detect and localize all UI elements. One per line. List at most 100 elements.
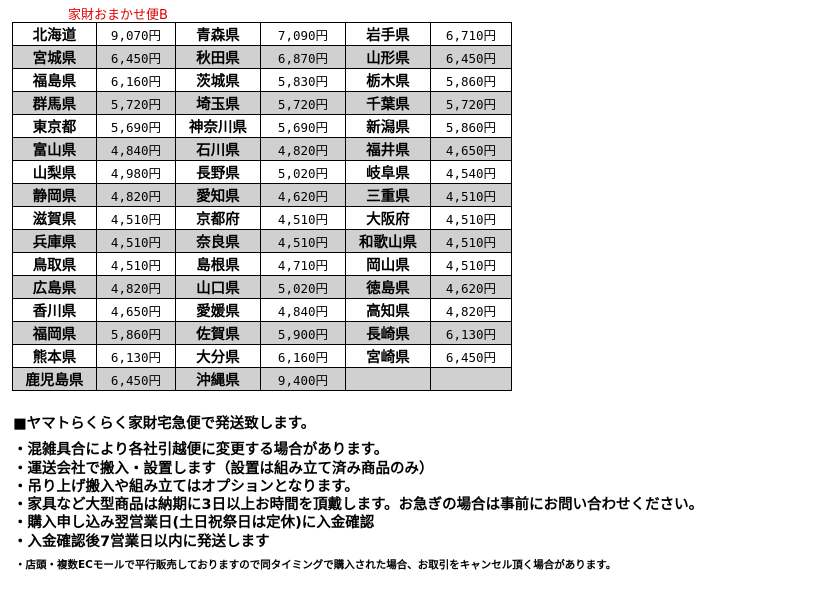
price-cell: 6,450円 bbox=[430, 45, 512, 69]
prefecture-cell: 栃木県 bbox=[345, 68, 431, 92]
note-item: ・家具など大型商品は納期に3日以上お時間を頂戴します。お急ぎの場合は事前にお問い… bbox=[13, 497, 704, 514]
shipping-plan-title: 家財おまかせ便B bbox=[68, 8, 168, 23]
price-cell: 4,540円 bbox=[430, 160, 512, 184]
prefecture-cell: 新潟県 bbox=[345, 114, 431, 138]
table-row: 静岡県 4,820円 愛知県 4,620円 三重県 4,510円 bbox=[12, 183, 512, 207]
price-cell: 4,840円 bbox=[96, 137, 176, 161]
price-cell: 4,710円 bbox=[260, 252, 346, 276]
table-row: 滋賀県 4,510円 京都府 4,510円 大阪府 4,510円 bbox=[12, 206, 512, 230]
table-row: 鳥取県 4,510円 島根県 4,710円 岡山県 4,510円 bbox=[12, 252, 512, 276]
table-row: 北海道 9,070円 青森県 7,090円 岩手県 6,710円 bbox=[12, 22, 512, 46]
price-cell: 4,820円 bbox=[430, 298, 512, 322]
prefecture-cell: 愛媛県 bbox=[175, 298, 261, 322]
prefecture-cell: 神奈川県 bbox=[175, 114, 261, 138]
table-row: 富山県 4,840円 石川県 4,820円 福井県 4,650円 bbox=[12, 137, 512, 161]
price-cell: 9,070円 bbox=[96, 22, 176, 46]
prefecture-cell: 鹿児島県 bbox=[12, 367, 97, 391]
price-cell: 6,450円 bbox=[96, 367, 176, 391]
prefecture-cell: 和歌山県 bbox=[345, 229, 431, 253]
prefecture-cell: 秋田県 bbox=[175, 45, 261, 69]
table-row: 福岡県 5,860円 佐賀県 5,900円 長崎県 6,130円 bbox=[12, 321, 512, 345]
table-row: 宮城県 6,450円 秋田県 6,870円 山形県 6,450円 bbox=[12, 45, 512, 69]
table-row: 福島県 6,160円 茨城県 5,830円 栃木県 5,860円 bbox=[12, 68, 512, 92]
price-cell: 4,510円 bbox=[96, 206, 176, 230]
prefecture-cell: 宮城県 bbox=[12, 45, 97, 69]
price-cell: 5,720円 bbox=[96, 91, 176, 115]
price-cell: 6,870円 bbox=[260, 45, 346, 69]
price-cell: 4,650円 bbox=[430, 137, 512, 161]
price-cell: 6,130円 bbox=[96, 344, 176, 368]
price-cell: 4,510円 bbox=[430, 252, 512, 276]
prefecture-cell: 長崎県 bbox=[345, 321, 431, 345]
price-cell: 5,020円 bbox=[260, 160, 346, 184]
prefecture-cell: 茨城県 bbox=[175, 68, 261, 92]
table-row: 兵庫県 4,510円 奈良県 4,510円 和歌山県 4,510円 bbox=[12, 229, 512, 253]
prefecture-cell: 埼玉県 bbox=[175, 91, 261, 115]
price-cell: 6,160円 bbox=[96, 68, 176, 92]
price-cell bbox=[430, 367, 512, 391]
note-item: ・運送会社で搬入・設置します（設置は組み立て済み商品のみ） bbox=[13, 460, 434, 477]
small-note: ・店頭・複数ECモールで平行販売しておりますので同タイミングで購入された場合、お… bbox=[15, 559, 617, 571]
price-cell: 4,510円 bbox=[430, 229, 512, 253]
table-row: 山梨県 4,980円 長野県 5,020円 岐阜県 4,540円 bbox=[12, 160, 512, 184]
note-item: ・購入申し込み翌営業日(土日祝祭日は定休)に入金確認 bbox=[13, 515, 375, 532]
prefecture-cell: 福島県 bbox=[12, 68, 97, 92]
price-cell: 4,510円 bbox=[260, 229, 346, 253]
table-row: 熊本県 6,130円 大分県 6,160円 宮崎県 6,450円 bbox=[12, 344, 512, 368]
prefecture-cell: 大分県 bbox=[175, 344, 261, 368]
price-cell: 4,620円 bbox=[430, 275, 512, 299]
shipping-notes: ■ヤマトらくらく家財宅急便で発送致します。 ・混雑具合により各社引越便に変更する… bbox=[13, 415, 703, 551]
prefecture-cell: 岐阜県 bbox=[345, 160, 431, 184]
prefecture-cell: 富山県 bbox=[12, 137, 97, 161]
notes-heading: ■ヤマトらくらく家財宅急便で発送致します。 bbox=[13, 416, 316, 432]
price-cell: 5,690円 bbox=[260, 114, 346, 138]
price-cell: 5,860円 bbox=[430, 68, 512, 92]
price-cell: 6,130円 bbox=[430, 321, 512, 345]
prefecture-cell: 千葉県 bbox=[345, 91, 431, 115]
prefecture-cell: 広島県 bbox=[12, 275, 97, 299]
price-cell: 7,090円 bbox=[260, 22, 346, 46]
table-row: 群馬県 5,720円 埼玉県 5,720円 千葉県 5,720円 bbox=[12, 91, 512, 115]
prefecture-cell bbox=[345, 367, 431, 391]
prefecture-cell: 長野県 bbox=[175, 160, 261, 184]
prefecture-cell: 島根県 bbox=[175, 252, 261, 276]
price-cell: 5,020円 bbox=[260, 275, 346, 299]
prefecture-cell: 熊本県 bbox=[12, 344, 97, 368]
prefecture-cell: 奈良県 bbox=[175, 229, 261, 253]
prefecture-cell: 京都府 bbox=[175, 206, 261, 230]
table-row: 鹿児島県 6,450円 沖縄県 9,400円 bbox=[12, 367, 512, 391]
prefecture-cell: 愛知県 bbox=[175, 183, 261, 207]
price-cell: 5,690円 bbox=[96, 114, 176, 138]
prefecture-cell: 沖縄県 bbox=[175, 367, 261, 391]
price-cell: 4,980円 bbox=[96, 160, 176, 184]
price-cell: 4,510円 bbox=[260, 206, 346, 230]
prefecture-cell: 青森県 bbox=[175, 22, 261, 46]
prefecture-cell: 石川県 bbox=[175, 137, 261, 161]
prefecture-cell: 兵庫県 bbox=[12, 229, 97, 253]
note-item: ・入金確認後7営業日以内に発送します bbox=[13, 533, 270, 550]
price-cell: 4,820円 bbox=[96, 275, 176, 299]
prefecture-cell: 岩手県 bbox=[345, 22, 431, 46]
prefecture-cell: 群馬県 bbox=[12, 91, 97, 115]
price-cell: 4,510円 bbox=[96, 252, 176, 276]
price-cell: 4,510円 bbox=[96, 229, 176, 253]
prefecture-cell: 岡山県 bbox=[345, 252, 431, 276]
price-cell: 4,820円 bbox=[96, 183, 176, 207]
prefecture-cell: 福井県 bbox=[345, 137, 431, 161]
note-item: ・吊り上げ搬入や組み立てはオプションとなります。 bbox=[13, 478, 359, 495]
price-cell: 5,720円 bbox=[260, 91, 346, 115]
prefecture-cell: 福岡県 bbox=[12, 321, 97, 345]
price-cell: 4,650円 bbox=[96, 298, 176, 322]
price-cell: 6,160円 bbox=[260, 344, 346, 368]
price-cell: 5,860円 bbox=[96, 321, 176, 345]
price-cell: 4,510円 bbox=[430, 183, 512, 207]
note-item: ・混雑具合により各社引越便に変更する場合があります。 bbox=[13, 442, 389, 459]
price-cell: 6,450円 bbox=[430, 344, 512, 368]
prefecture-cell: 大阪府 bbox=[345, 206, 431, 230]
price-cell: 5,900円 bbox=[260, 321, 346, 345]
price-cell: 4,820円 bbox=[260, 137, 346, 161]
prefecture-cell: 三重県 bbox=[345, 183, 431, 207]
prefecture-cell: 静岡県 bbox=[12, 183, 97, 207]
price-cell: 4,620円 bbox=[260, 183, 346, 207]
prefecture-cell: 滋賀県 bbox=[12, 206, 97, 230]
